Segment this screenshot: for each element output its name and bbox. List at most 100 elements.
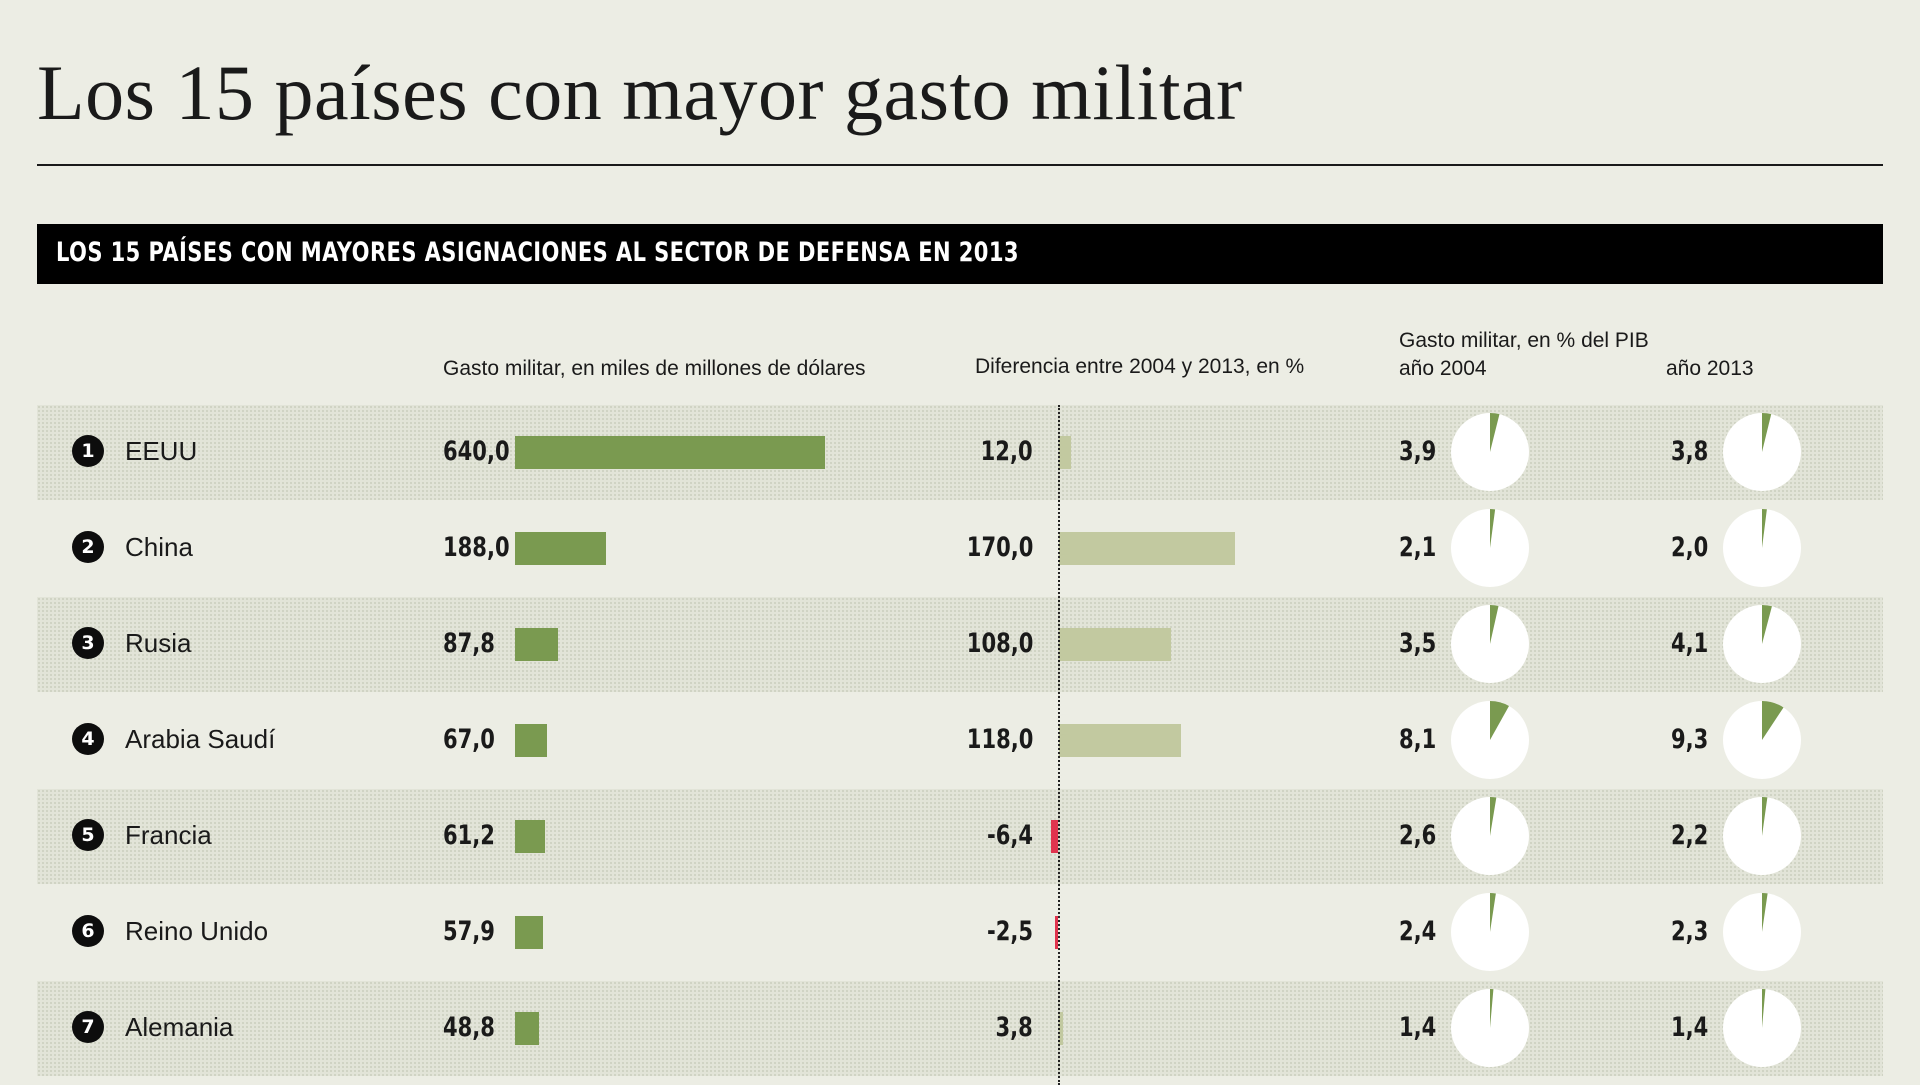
gdp-2013-value: 9,3 <box>1671 724 1709 755</box>
gdp-2013-value: 1,4 <box>1671 1012 1709 1043</box>
diff-value: 170,0 <box>966 532 1033 563</box>
gdp-pie <box>1723 893 1801 971</box>
gdp-pie <box>1451 605 1529 683</box>
title-rule <box>37 164 1883 166</box>
diff-bar <box>1051 820 1058 853</box>
spending-bar <box>515 1012 539 1045</box>
rank-badge: 4 <box>72 723 104 755</box>
diff-value: -2,5 <box>986 916 1033 947</box>
pie-slice <box>1490 989 1494 1028</box>
header-year-2013: año 2013 <box>1666 357 1754 380</box>
gdp-2013-value: 2,3 <box>1671 916 1709 947</box>
spending-value: 640,0 <box>443 436 510 467</box>
gdp-2013-value: 3,8 <box>1671 436 1709 467</box>
gdp-pie <box>1451 701 1529 779</box>
gdp-2004-value: 1,4 <box>1399 1012 1437 1043</box>
gdp-pie <box>1451 509 1529 587</box>
spending-bar <box>515 628 558 661</box>
country-name: Rusia <box>125 628 192 658</box>
pie-slice <box>1762 989 1766 1028</box>
spending-value: 57,9 <box>443 916 495 947</box>
rank-badge: 6 <box>72 915 104 947</box>
gdp-2013-value: 4,1 <box>1671 628 1709 659</box>
pie-slice <box>1490 893 1496 932</box>
pie-slice <box>1490 797 1497 836</box>
table-row: 4 Arabia Saudí 67,0 118,0 8,1 9,3 <box>37 693 1883 788</box>
gdp-pie <box>1723 605 1801 683</box>
section-banner-label: LOS 15 PAÍSES CON MAYORES ASIGNACIONES A… <box>56 237 1019 268</box>
gdp-2013-value: 2,0 <box>1671 532 1709 563</box>
gdp-2013-value: 2,2 <box>1671 820 1709 851</box>
pie-slice <box>1490 509 1496 548</box>
diff-bar <box>1059 532 1235 565</box>
table-row: 6 Reino Unido 57,9 -2,5 2,4 2,3 <box>37 885 1883 980</box>
table-row: 7 Alemania 48,8 3,8 1,4 1,4 <box>37 981 1883 1076</box>
rank-badge: 2 <box>72 531 104 563</box>
gdp-2004-value: 3,9 <box>1399 436 1437 467</box>
pie-slice <box>1762 797 1768 836</box>
header-spending: Gasto militar, en miles de millones de d… <box>443 357 866 380</box>
rank-badge: 1 <box>72 435 104 467</box>
pie-slice <box>1490 413 1500 452</box>
country-name: Alemania <box>125 1012 234 1042</box>
country-name: Reino Unido <box>125 916 269 946</box>
diff-bar <box>1059 436 1072 469</box>
gdp-pie <box>1451 413 1529 491</box>
pie-slice <box>1490 605 1499 644</box>
rank-badge: 7 <box>72 1011 104 1043</box>
gdp-pie <box>1723 797 1801 875</box>
gdp-pie <box>1451 893 1529 971</box>
pie-slice <box>1762 893 1768 932</box>
country-name: EEUU <box>125 436 198 466</box>
gdp-2004-value: 2,1 <box>1399 532 1437 563</box>
diff-bar <box>1055 916 1058 949</box>
gdp-2004-value: 8,1 <box>1399 724 1437 755</box>
gdp-2004-value: 3,5 <box>1399 628 1437 659</box>
pie-slice <box>1762 509 1767 548</box>
gdp-pie <box>1451 989 1529 1067</box>
gdp-pie <box>1723 701 1801 779</box>
spending-value: 61,2 <box>443 820 495 851</box>
table-row: 5 Francia 61,2 -6,4 2,6 2,2 <box>37 789 1883 884</box>
section-banner: LOS 15 PAÍSES CON MAYORES ASIGNACIONES A… <box>37 224 1883 284</box>
table-row: 3 Rusia 87,8 108,0 3,5 4,1 <box>37 597 1883 692</box>
gdp-pie <box>1723 509 1801 587</box>
pie-slice <box>1762 605 1772 644</box>
rank-badge: 3 <box>72 627 104 659</box>
diff-zero-line <box>1058 405 1060 1085</box>
gdp-2004-value: 2,6 <box>1399 820 1437 851</box>
spending-bar <box>515 820 545 853</box>
header-diff: Diferencia entre 2004 y 2013, en % <box>975 355 1305 378</box>
diff-value: 3,8 <box>995 1012 1033 1043</box>
gdp-2004-value: 2,4 <box>1399 916 1437 947</box>
spending-value: 188,0 <box>443 532 510 563</box>
header-gdp: Gasto militar, en % del PIB <box>1399 329 1649 352</box>
diff-value: 108,0 <box>966 628 1033 659</box>
diff-value: -6,4 <box>986 820 1033 851</box>
table-row: 2 China 188,0 170,0 2,1 2,0 <box>37 501 1883 596</box>
pie-slice <box>1762 701 1784 740</box>
gdp-pie <box>1723 413 1801 491</box>
spending-bar <box>515 724 548 757</box>
diff-value: 118,0 <box>966 724 1033 755</box>
country-name: China <box>125 532 193 562</box>
diff-bar <box>1059 724 1182 757</box>
country-name: Francia <box>125 820 212 850</box>
spending-value: 87,8 <box>443 628 495 659</box>
diff-bar <box>1059 1012 1063 1045</box>
page-title: Los 15 países con mayor gasto militar <box>37 49 1243 136</box>
pie-slice <box>1490 701 1509 740</box>
spending-bar <box>515 436 825 469</box>
diff-bar <box>1059 628 1171 661</box>
country-name: Arabia Saudí <box>125 724 276 754</box>
spending-bar <box>515 532 607 565</box>
spending-value: 67,0 <box>443 724 495 755</box>
gdp-pie <box>1451 797 1529 875</box>
spending-value: 48,8 <box>443 1012 495 1043</box>
header-year-2004: año 2004 <box>1399 357 1487 380</box>
gdp-pie <box>1723 989 1801 1067</box>
pie-slice <box>1762 413 1772 452</box>
rank-badge: 5 <box>72 819 104 851</box>
spending-bar <box>515 916 544 949</box>
table-row: 1 EEUU 640,0 12,0 3,9 3,8 <box>37 405 1883 500</box>
